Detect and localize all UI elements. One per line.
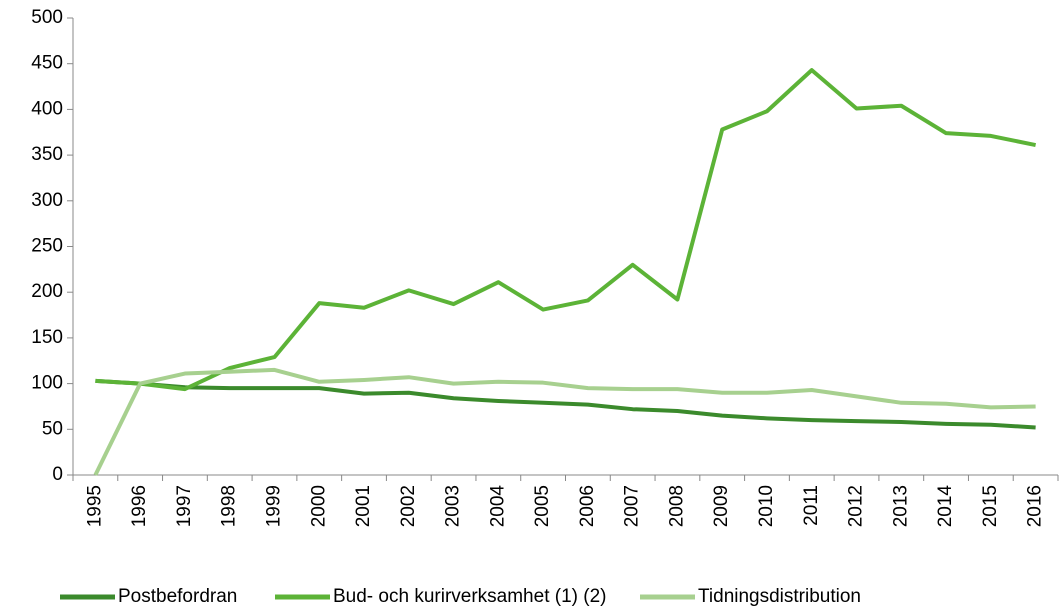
line-series [95,378,1036,430]
x-tick-label: 1996 [129,485,150,527]
x-tick-label: 2016 [1025,485,1046,527]
x-tick-label: 2003 [443,485,464,527]
x-tick-label: 2014 [935,485,956,528]
x-tick-label: 2007 [622,485,643,527]
legend-label: Tidningsdistribution [698,586,861,607]
x-tick-label: 2004 [487,485,508,528]
y-tick-label: 200 [31,281,63,302]
x-tick-label: 2000 [308,485,329,527]
x-tick-label: 2005 [532,485,553,527]
x-tick-label: 1999 [263,485,284,527]
legend-label: Bud- och kurirverksamhet (1) (2) [333,586,606,607]
x-tick-label: 2010 [756,485,777,527]
y-tick-label: 400 [31,98,63,119]
x-tick-label: 2001 [353,485,374,527]
y-tick-label: 0 [52,464,63,485]
y-tick-label: 500 [31,7,63,28]
y-tick-label: 250 [31,236,63,257]
x-tick-label: 2015 [980,485,1001,527]
x-tick-label: 1997 [174,485,195,527]
y-tick-label: 450 [31,53,63,74]
y-tick-label: 100 [31,373,63,394]
x-tick-label: 1995 [84,485,105,527]
x-tick-label: 2011 [801,485,822,526]
y-tick-label: 300 [31,190,63,211]
y-tick-label: 150 [31,327,63,348]
x-tick-label: 1998 [219,485,240,527]
x-tick-label: 2012 [846,485,867,527]
line-series [95,68,1037,392]
x-tick-label: 2009 [711,485,732,527]
x-tick-label: 2013 [890,485,911,527]
x-tick-label: 2002 [398,485,419,527]
x-tick-label: 2008 [666,485,687,527]
x-tick-label: 2006 [577,485,598,527]
legend-label: Postbefordran [118,586,237,607]
y-tick-label: 50 [42,418,63,439]
line-series [93,367,1036,476]
y-tick-label: 350 [31,144,63,165]
